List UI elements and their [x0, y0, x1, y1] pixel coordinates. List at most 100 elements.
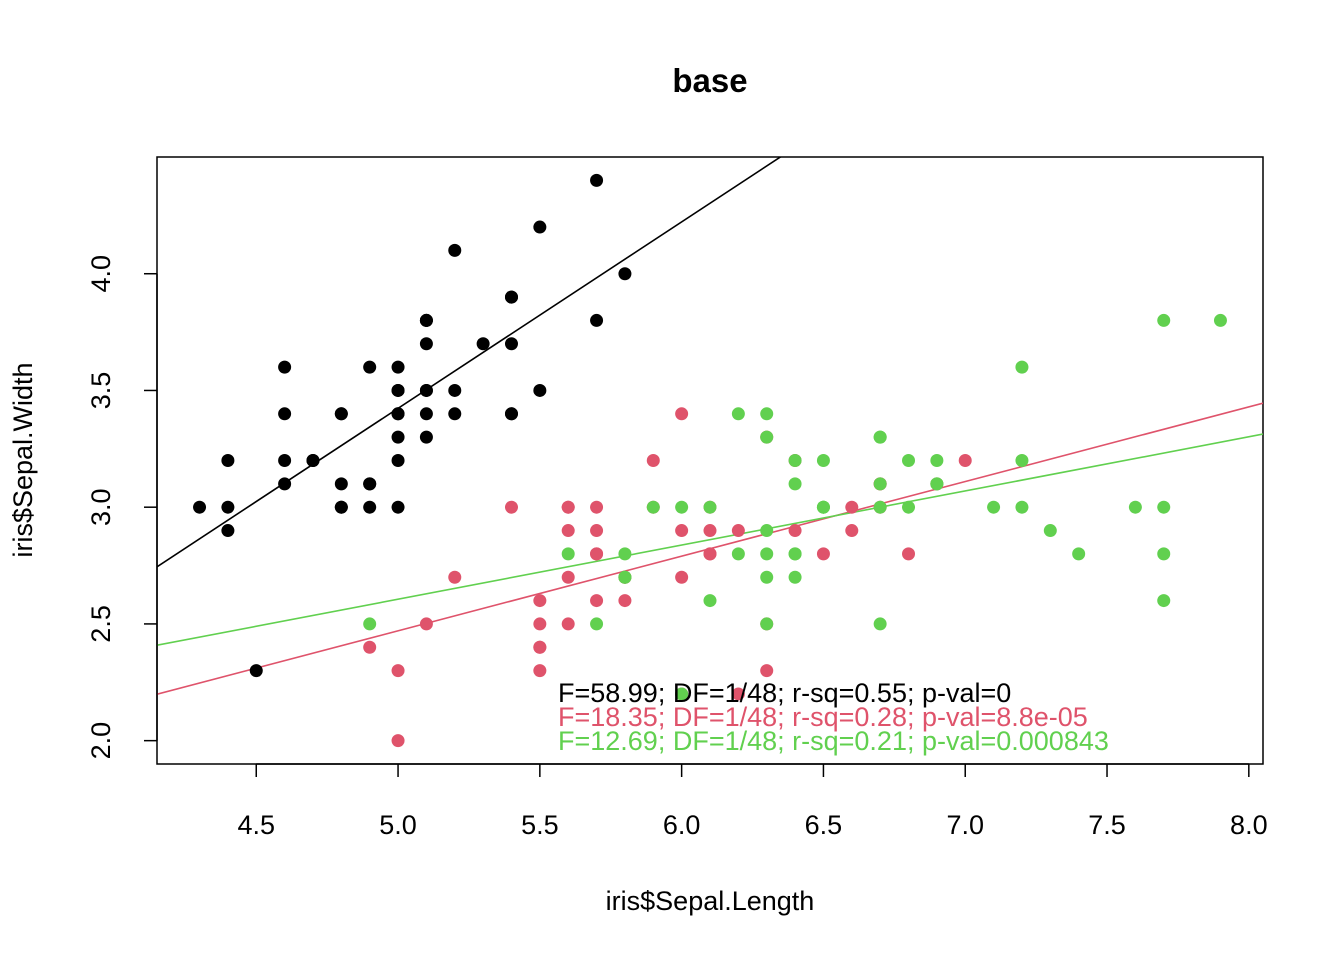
data-point [278, 360, 292, 374]
data-point [873, 430, 887, 444]
data-point [561, 500, 575, 514]
data-point [788, 570, 802, 584]
data-point [590, 173, 604, 187]
data-point [731, 407, 745, 421]
data-point [1213, 313, 1227, 327]
data-point [278, 477, 292, 491]
fit-annotation: F=12.69; DF=1/48; r-sq=0.21; p-val=0.000… [558, 726, 1109, 756]
data-point [590, 547, 604, 561]
x-axis: 4.5 5.0 5.5 6.0 6.5 7.0 7.5 8.0 [237, 763, 1268, 840]
data-point [1015, 454, 1029, 467]
data-point [958, 454, 972, 467]
data-point [533, 220, 547, 234]
data-point [391, 500, 405, 514]
data-point [306, 454, 320, 467]
data-point [391, 360, 405, 374]
data-point [504, 407, 518, 421]
regression-line [157, 157, 782, 568]
data-point [646, 500, 660, 514]
data-point [391, 430, 405, 444]
data-point [816, 500, 830, 514]
data-point [675, 407, 689, 421]
data-point [476, 337, 490, 351]
data-point [1157, 547, 1171, 561]
data-point [561, 570, 575, 584]
data-point [788, 477, 802, 491]
data-point [816, 454, 830, 467]
data-point [731, 524, 745, 538]
data-point [391, 383, 405, 397]
data-point [760, 407, 774, 421]
data-point [760, 617, 774, 631]
data-point [1157, 313, 1171, 327]
x-tick-label: 5.5 [521, 810, 559, 840]
data-point [419, 313, 433, 327]
data-point [618, 267, 632, 281]
data-point [1015, 500, 1029, 514]
x-tick-label: 7.5 [1088, 810, 1126, 840]
data-point [760, 524, 774, 538]
data-point [1157, 594, 1171, 608]
data-point [278, 407, 292, 421]
data-point [278, 454, 292, 467]
data-point [419, 407, 433, 421]
data-point [987, 500, 1001, 514]
x-tick-label: 7.0 [946, 810, 984, 840]
data-point [193, 500, 207, 514]
data-point [760, 547, 774, 561]
data-points [193, 173, 1227, 748]
regression-line [157, 433, 1263, 647]
data-point [675, 524, 689, 538]
data-point [533, 383, 547, 397]
data-point [703, 594, 717, 608]
data-point [703, 524, 717, 538]
data-point [590, 594, 604, 608]
data-point [533, 594, 547, 608]
data-point [873, 477, 887, 491]
x-axis-label: iris$Sepal.Length [606, 886, 815, 916]
data-point [873, 617, 887, 631]
data-point [1072, 547, 1086, 561]
data-point [504, 290, 518, 304]
data-point [816, 547, 830, 561]
data-point [590, 500, 604, 514]
data-point [448, 407, 462, 421]
data-point [646, 454, 660, 467]
data-point [760, 570, 774, 584]
x-tick-label: 8.0 [1230, 810, 1268, 840]
data-point [391, 734, 405, 748]
data-point [731, 687, 745, 701]
chart-title: base [672, 62, 747, 99]
data-point [363, 477, 377, 491]
data-point [533, 640, 547, 654]
regression-lines [157, 157, 1263, 696]
y-tick-label: 3.0 [86, 488, 116, 526]
data-point [334, 477, 348, 491]
data-point [1015, 360, 1029, 374]
data-point [845, 500, 859, 514]
data-point [845, 524, 859, 538]
y-axis: 2.0 2.5 3.0 3.5 4.0 [86, 255, 158, 759]
x-tick-label: 4.5 [237, 810, 275, 840]
data-point [1157, 500, 1171, 514]
data-point [334, 407, 348, 421]
data-point [930, 454, 944, 467]
data-point [448, 383, 462, 397]
fit-annotation: F=58.99; DF=1/48; r-sq=0.55; p-val=0 [558, 678, 1011, 708]
data-point [391, 407, 405, 421]
data-point [419, 430, 433, 444]
data-point [902, 547, 916, 561]
data-point [221, 500, 235, 514]
data-point [590, 617, 604, 631]
fit-annotation: F=18.35; DF=1/48; r-sq=0.28; p-val=8.8e-… [558, 702, 1088, 732]
data-point [533, 664, 547, 678]
data-point [221, 454, 235, 467]
data-point [873, 500, 887, 514]
data-point [675, 500, 689, 514]
y-axis-label: iris$Sepal.Width [8, 362, 38, 557]
data-point [363, 617, 377, 631]
data-point [391, 664, 405, 678]
data-point [1043, 524, 1057, 538]
plot-frame [156, 156, 1264, 765]
